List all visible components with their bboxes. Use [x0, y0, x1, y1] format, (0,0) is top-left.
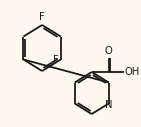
Text: N: N [105, 100, 113, 110]
Text: F: F [53, 54, 58, 65]
Text: OH: OH [125, 67, 140, 77]
Text: F: F [39, 12, 45, 22]
Text: O: O [105, 46, 112, 56]
